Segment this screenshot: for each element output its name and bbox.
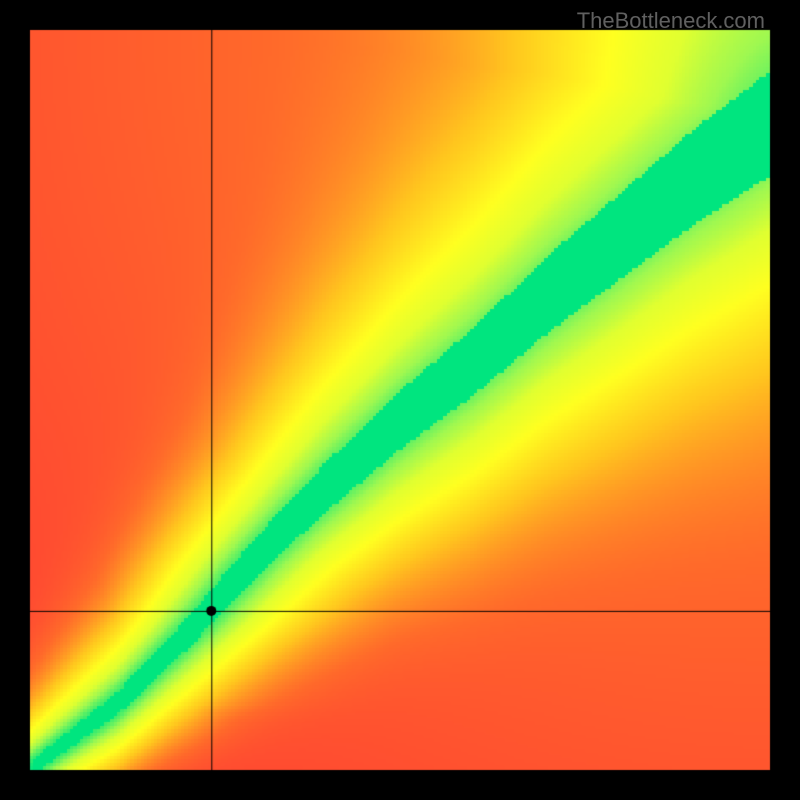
chart-container: TheBottleneck.com bbox=[0, 0, 800, 800]
watermark-text: TheBottleneck.com bbox=[577, 8, 765, 34]
heatmap-chart bbox=[0, 0, 800, 800]
